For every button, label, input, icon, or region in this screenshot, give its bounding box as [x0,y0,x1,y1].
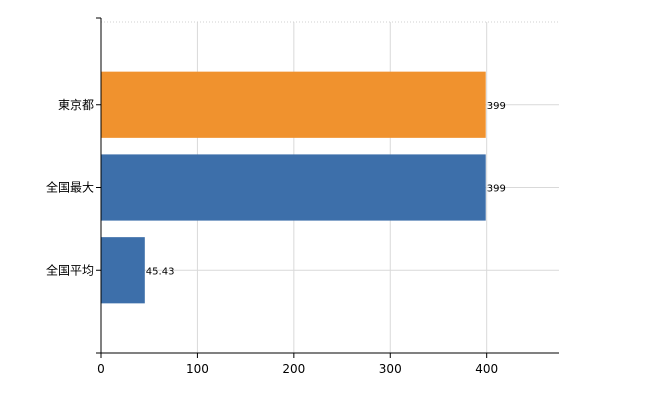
x-tick-label-300: 300 [379,362,402,376]
y-tick-label-1: 全国最大 [46,180,94,195]
bar-1 [101,154,486,221]
x-tick-label-100: 100 [186,362,209,376]
data-label-1: 399 [487,184,506,195]
x-tick-label-0: 0 [97,362,105,376]
data-label-0: 399 [487,101,506,112]
bars [101,71,486,304]
x-tick-label-200: 200 [282,362,305,376]
x-tick-label-400: 400 [475,362,498,376]
data-label-2: 45.43 [146,266,175,277]
bar-2 [101,237,145,304]
axes [96,17,559,358]
y-tick-label-2: 全国平均 [46,262,94,277]
labels: 399 東京都 399 全国最大 45.43 全国平均 0 100 200 300 400 [46,98,506,376]
bar-0 [101,71,486,138]
y-tick-label-0: 東京都 [58,98,94,112]
